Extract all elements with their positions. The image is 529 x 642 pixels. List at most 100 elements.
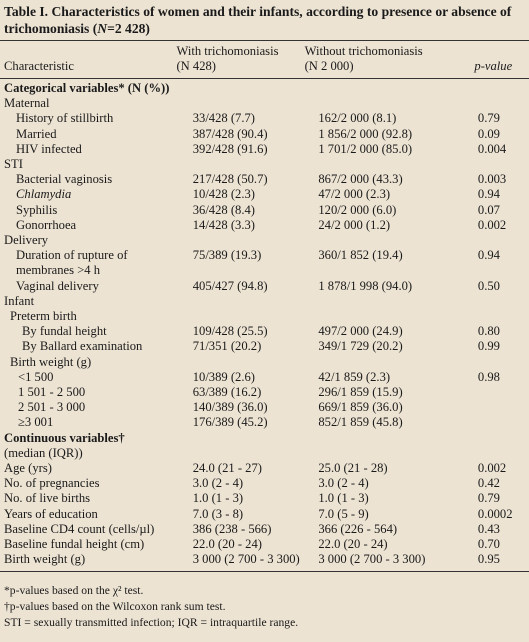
value-cell: 497/2 000 (24.9) — [318, 324, 403, 339]
header-cell: Without trichomoniasis (N 2 000) — [301, 44, 471, 74]
label-cell: 1 501 - 2 500 — [18, 385, 86, 400]
label-cell: Baseline CD4 count (cells/µl) — [4, 521, 155, 536]
value-cell: 0.94 — [477, 187, 500, 202]
table-row: Vaginal delivery 405/427 (94.8) 1 878/1 99… — [0, 279, 529, 294]
table-header: Characteristic With trichomoniasis (N 428)… — [0, 44, 529, 74]
value-cell: 217/428 (50.7) — [192, 172, 268, 187]
table-row: Infant — [0, 294, 529, 309]
value-cell: 0.80 — [477, 324, 500, 339]
table-row: By Ballard examination 71/351 (20.2) 349/1… — [0, 339, 529, 354]
header-cell: Characteristic — [0, 44, 172, 74]
table-row: History of stillbirth 33/428 (7.7) 162/2 0… — [0, 111, 529, 126]
header-text: p-value — [474, 59, 513, 73]
value-cell: 0.43 — [477, 521, 500, 536]
table-row: Bacterial vaginosis 217/428 (50.7) 867/2 0… — [0, 172, 529, 187]
value-cell: 296/1 859 (15.9) — [318, 385, 403, 400]
label-cell: Delivery — [4, 233, 49, 248]
value-cell: 0.09 — [477, 126, 500, 141]
table-row: STI — [0, 157, 529, 172]
value-cell: 0.002 — [477, 461, 507, 476]
value-cell: 7.0 (3 - 8) — [192, 506, 244, 521]
label-cell: (median (IQR)) — [4, 445, 83, 460]
label-cell: Gonorrhoea — [16, 217, 77, 232]
value-cell: 63/389 (16.2) — [192, 385, 262, 400]
table-row: HIV infected 392/428 (91.6) 1 701/2 000 (8… — [0, 142, 529, 157]
value-cell: 0.003 — [477, 172, 507, 187]
value-cell: 387/428 (90.4) — [192, 126, 268, 141]
value-cell: 75/389 (19.3) — [192, 248, 262, 263]
label-cell: ≥3 001 — [18, 415, 54, 430]
label-cell: HIV infected — [16, 141, 82, 156]
table-row: Gonorrhoea 14/428 (3.3) 24/2 000 (1.2) 0.00… — [0, 218, 529, 233]
label-cell: Duration of rupture of membranes >4 h — [0, 248, 189, 278]
table-row: 1 501 - 2 500 63/389 (16.2) 296/1 859 (15.… — [0, 385, 529, 400]
value-cell: 3 000 (2 700 - 3 300) — [192, 552, 300, 567]
header-text: With trichomoniasis — [176, 44, 279, 58]
header-text: Characteristic — [4, 59, 74, 73]
table-row: Age (yrs) 24.0 (21 - 27) 25.0 (21 - 28) 0.0… — [0, 461, 529, 476]
label-line: membranes >4 h — [16, 263, 101, 278]
label-cell: No. of live births — [4, 491, 91, 506]
value-cell: 0.94 — [477, 248, 500, 263]
table-row: (median (IQR)) — [0, 446, 529, 461]
table-row: <1 500 10/389 (2.6) 42/1 859 (2.3) 0.98 — [0, 370, 529, 385]
footnotes: *p-values based on the χ² test. †p-values… — [4, 583, 298, 631]
value-cell: 0.004 — [477, 141, 507, 156]
value-cell: 405/427 (94.8) — [192, 278, 268, 293]
header-text: (N 2 000) — [304, 59, 354, 73]
value-cell: 366 (226 - 564) — [318, 521, 398, 536]
rule — [0, 571, 529, 572]
value-cell: 120/2 000 (6.0) — [318, 202, 397, 217]
label-cell: Birth weight (g) — [10, 354, 92, 369]
value-cell — [474, 385, 529, 400]
label-cell: 2 501 - 3 000 — [18, 400, 86, 415]
value-cell: 1 878/1 998 (94.0) — [318, 278, 413, 293]
value-cell: 71/351 (20.2) — [192, 339, 262, 354]
rule — [0, 40, 529, 41]
value-cell: 24.0 (21 - 27) — [192, 461, 262, 476]
value-cell: 0.42 — [477, 476, 500, 491]
value-cell: 25.0 (21 - 28) — [318, 461, 388, 476]
value-cell: 14/428 (3.3) — [192, 217, 255, 232]
value-cell: 0.98 — [477, 369, 500, 384]
value-cell: 0.99 — [477, 339, 500, 354]
value-cell: 36/428 (8.4) — [192, 202, 255, 217]
table-row: Delivery — [0, 233, 529, 248]
value-cell: 867/2 000 (43.3) — [318, 172, 403, 187]
table-row: ≥3 001 176/389 (45.2) 852/1 859 (45.8) — [0, 415, 529, 430]
table-row: Baseline CD4 count (cells/µl) 386 (238 - … — [0, 522, 529, 537]
value-cell: 22.0 (20 - 24) — [318, 537, 388, 552]
label-cell: Syphilis — [16, 202, 58, 217]
label-cell: Infant — [4, 293, 35, 308]
table-row: 2 501 - 3 000 140/389 (36.0) 669/1 859 (36… — [0, 400, 529, 415]
label-cell: Maternal — [4, 96, 50, 111]
value-cell: 386 (238 - 566) — [192, 521, 272, 536]
value-cell: 0.95 — [477, 552, 500, 567]
value-cell: 0.50 — [477, 278, 500, 293]
label-cell: History of stillbirth — [16, 111, 114, 126]
value-cell: 1 856/2 000 (92.8) — [318, 126, 413, 141]
label-cell: Baseline fundal height (cm) — [4, 537, 145, 552]
value-cell: 47/2 000 (2.3) — [318, 187, 391, 202]
label-line: Duration of rupture of — [16, 248, 128, 263]
value-cell: 0.07 — [477, 202, 500, 217]
value-cell: 3 000 (2 700 - 3 300) — [318, 552, 426, 567]
value-cell: 0.79 — [477, 491, 500, 506]
value-cell: 7.0 (5 - 9) — [318, 506, 369, 521]
label-cell: Birth weight (g) — [4, 552, 86, 567]
value-cell: 349/1 729 (20.2) — [318, 339, 403, 354]
footnote: *p-values based on the χ² test. — [4, 584, 144, 597]
table-row: Chlamydia 10/428 (2.3) 47/2 000 (2.3) 0.94 — [0, 187, 529, 202]
table-row: Years of education 7.0 (3 - 8) 7.0 (5 - 9)… — [0, 507, 529, 522]
header-cell: p-value — [470, 44, 529, 74]
table-row: Preterm birth — [0, 309, 529, 324]
table-row: By fundal height 109/428 (25.5) 497/2 000 … — [0, 324, 529, 339]
footnote: †p-values based on the Wilcoxon rank sum… — [4, 600, 226, 613]
value-cell: 669/1 859 (36.0) — [318, 400, 403, 415]
header-cell: With trichomoniasis (N 428) — [172, 44, 300, 74]
rule — [0, 78, 529, 79]
value-cell — [474, 415, 529, 430]
value-cell: 0.79 — [477, 111, 500, 126]
table-row: Birth weight (g) 3 000 (2 700 - 3 300) 3 0… — [0, 552, 529, 567]
